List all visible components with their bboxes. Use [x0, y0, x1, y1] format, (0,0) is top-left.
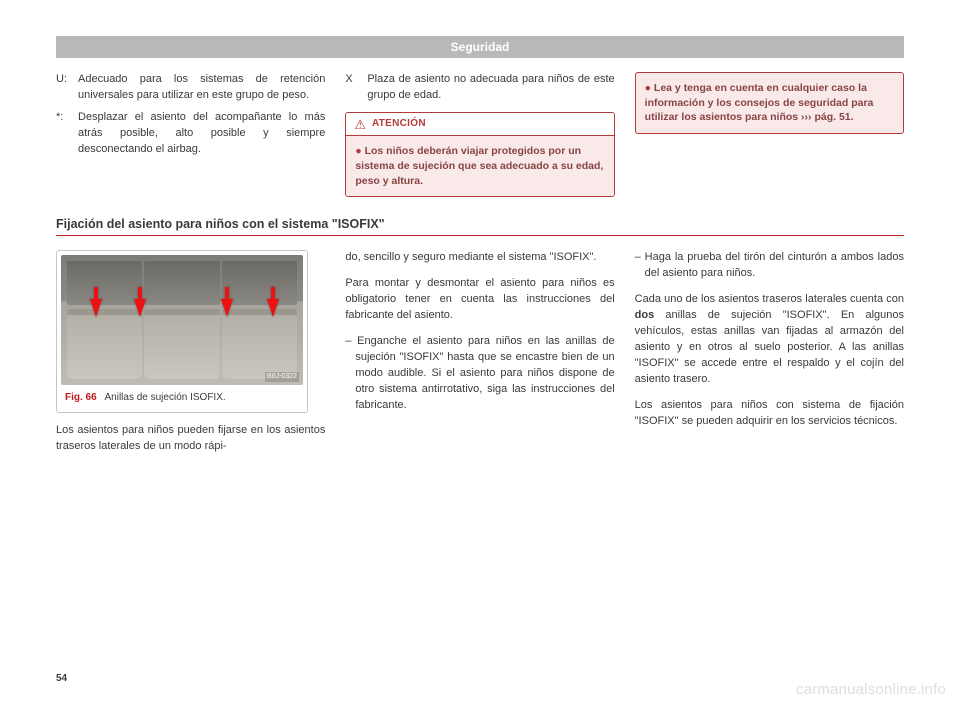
alert-text: Los niños deberán viajar protegidos por …	[355, 145, 603, 186]
col2-p2: Para montar y desmontar el asiento para …	[345, 276, 614, 324]
col3-h1: – Haga la prueba del tirón del cinturón …	[635, 250, 904, 282]
isofix-arrow-icon	[134, 299, 146, 317]
top-col-1: U: Adecuado para los sistemas de retenci…	[56, 72, 325, 197]
col3-p1a: Cada uno de los asientos traseros latera…	[635, 293, 904, 305]
page: Seguridad U: Adecuado para los sistemas …	[0, 0, 960, 708]
subheading: Fijación del asiento para niños con el s…	[56, 217, 904, 231]
bottom-col-3: – Haga la prueba del tirón del cinturón …	[635, 250, 904, 464]
figure-caption: Fig. 66 Anillas de sujeción ISOFIX.	[61, 385, 303, 406]
def-x-text: Plaza de asiento no adecuada para niños …	[367, 72, 614, 104]
alert-box: ⚠ ATENCIÓN ● Los niños deberán viajar pr…	[345, 112, 614, 198]
def-u-key: U:	[56, 72, 78, 104]
col3-p1b: dos	[635, 309, 655, 321]
top-columns: U: Adecuado para los sistemas de retenci…	[56, 72, 904, 197]
col2-p1: do, sencillo y seguro mediante el sistem…	[345, 250, 614, 266]
col3-p2: Los asientos para niños con sistema de f…	[635, 398, 904, 430]
note-ref: ››› pág. 51.	[801, 111, 854, 123]
isofix-arrow-icon	[221, 299, 233, 317]
def-u: U: Adecuado para los sistemas de retenci…	[56, 72, 325, 104]
col3-p1: Cada uno de los asientos traseros latera…	[635, 292, 904, 388]
figure-image-id: B6J-0322	[265, 372, 299, 382]
col3-p1c: anillas de sujeción "ISOFIX". En algunos…	[635, 309, 904, 385]
isofix-arrow-icon	[90, 299, 102, 317]
col2-h1: – Enganche el asiento para niños en las …	[345, 334, 614, 414]
def-u-text: Adecuado para los sistemas de retención …	[78, 72, 325, 104]
warning-icon: ⚠	[354, 118, 366, 131]
alert-head: ⚠ ATENCIÓN	[346, 113, 613, 137]
figure-caption-text: Anillas de sujeción ISOFIX.	[104, 392, 225, 403]
seat-bench	[67, 309, 297, 379]
top-col-2: X Plaza de asiento no adecuada para niño…	[345, 72, 614, 197]
def-star-text: Desplazar el asiento del acompañante lo …	[78, 110, 325, 158]
figure-number: Fig. 66	[65, 392, 97, 403]
def-star-key: *:	[56, 110, 78, 158]
isofix-arrow-icon	[267, 299, 279, 317]
col1-para: Los asientos para niños pueden fijarse e…	[56, 423, 325, 455]
bullet-icon: ●	[645, 82, 651, 94]
alert-body: ● Los niños deberán viajar protegidos po…	[346, 136, 613, 196]
def-star: *: Desplazar el asiento del acompañante …	[56, 110, 325, 158]
page-number: 54	[56, 673, 67, 684]
header-title: Seguridad	[451, 40, 510, 54]
bullet-icon: ●	[355, 145, 361, 157]
bottom-col-2: do, sencillo y seguro mediante el sistem…	[345, 250, 614, 464]
top-col-3: ● Lea y tenga en cuenta en cualquier cas…	[635, 72, 904, 197]
note-box: ● Lea y tenga en cuenta en cualquier cas…	[635, 72, 904, 134]
alert-label: ATENCIÓN	[372, 117, 426, 132]
figure-box: B6J-0322 Fig. 66 Anillas de sujeción ISO…	[56, 250, 308, 413]
watermark: carmanualsonline.info	[796, 681, 946, 698]
figure-image: B6J-0322	[61, 255, 303, 385]
def-x-key: X	[345, 72, 367, 104]
bottom-columns: B6J-0322 Fig. 66 Anillas de sujeción ISO…	[56, 250, 904, 464]
header-bar: Seguridad	[56, 36, 904, 58]
bottom-col-1: B6J-0322 Fig. 66 Anillas de sujeción ISO…	[56, 250, 325, 464]
accent-rule	[56, 235, 904, 236]
def-x: X Plaza de asiento no adecuada para niño…	[345, 72, 614, 104]
